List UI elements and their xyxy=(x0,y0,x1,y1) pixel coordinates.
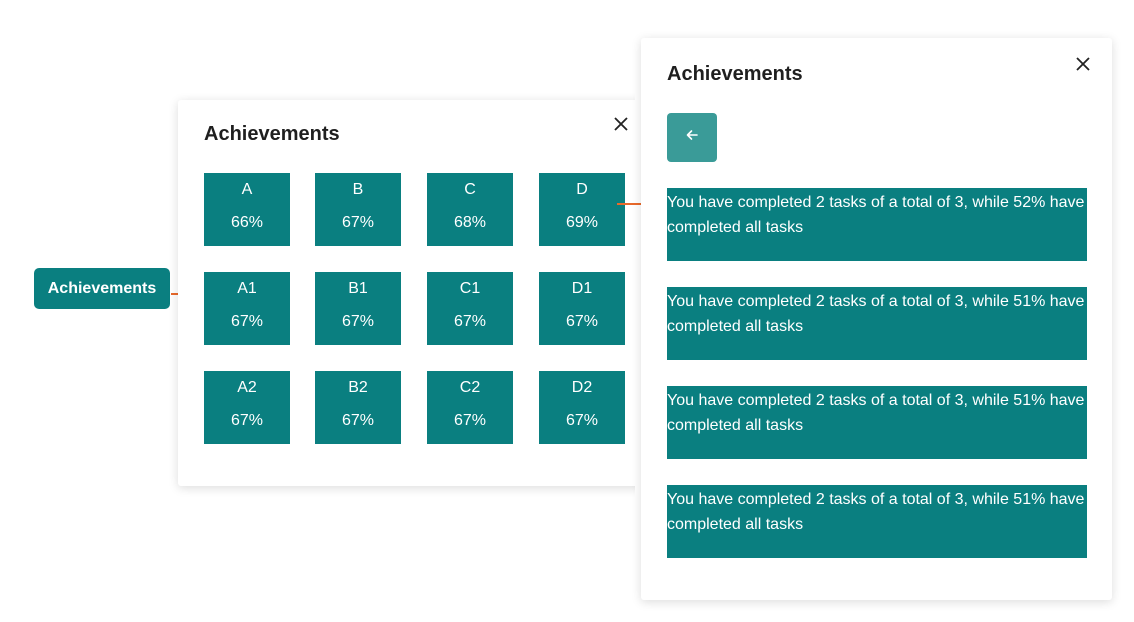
achievement-tile[interactable]: A2 67% xyxy=(204,371,290,444)
tile-name: B1 xyxy=(348,280,368,297)
achievements-launcher-button[interactable]: Achievements xyxy=(34,268,170,309)
achievement-tile[interactable]: B1 67% xyxy=(315,272,401,345)
achievement-tile[interactable]: A1 67% xyxy=(204,272,290,345)
tile-name: A2 xyxy=(237,379,257,396)
achievements-grid-panel: Achievements A 66% B 67% C 68% D 69% A1 … xyxy=(178,100,635,486)
panel-title: Achievements xyxy=(667,63,803,85)
arrow-left-icon xyxy=(684,127,700,148)
achievement-tile[interactable]: C 68% xyxy=(427,173,513,246)
panel-title: Achievements xyxy=(204,123,340,145)
tile-name: D1 xyxy=(571,280,593,297)
achievements-detail-panel: Achievements You have completed 2 tasks … xyxy=(641,38,1112,600)
tile-name: C2 xyxy=(459,379,481,396)
achievement-message: You have completed 2 tasks of a total of… xyxy=(667,386,1087,459)
achievement-message: You have completed 2 tasks of a total of… xyxy=(667,287,1087,360)
tile-percent: 67% xyxy=(341,214,375,231)
tile-name: B2 xyxy=(348,379,368,396)
achievement-message: You have completed 2 tasks of a total of… xyxy=(667,188,1087,261)
achievement-tile[interactable]: C1 67% xyxy=(427,272,513,345)
achievement-tile[interactable]: B2 67% xyxy=(315,371,401,444)
tile-percent: 69% xyxy=(565,214,599,231)
tile-name: B xyxy=(352,181,364,198)
tile-percent: 67% xyxy=(230,313,264,330)
tile-percent: 67% xyxy=(453,412,487,429)
achievement-tile[interactable]: C2 67% xyxy=(427,371,513,444)
tile-name: C xyxy=(464,181,476,198)
tile-name: D2 xyxy=(571,379,593,396)
tile-percent: 67% xyxy=(565,412,599,429)
tile-name: A1 xyxy=(237,280,257,297)
close-icon[interactable] xyxy=(1073,54,1093,74)
tile-percent: 67% xyxy=(565,313,599,330)
back-button[interactable] xyxy=(667,113,717,162)
tile-name: D xyxy=(576,181,588,198)
achievement-message: You have completed 2 tasks of a total of… xyxy=(667,485,1087,558)
close-icon[interactable] xyxy=(611,114,631,134)
tile-percent: 66% xyxy=(230,214,264,231)
tile-percent: 67% xyxy=(341,412,375,429)
tile-name: C1 xyxy=(459,280,481,297)
achievement-tile[interactable]: D 69% xyxy=(539,173,625,246)
achievement-tile[interactable]: B 67% xyxy=(315,173,401,246)
tile-percent: 67% xyxy=(453,313,487,330)
launcher-label: Achievements xyxy=(47,279,157,297)
tile-percent: 67% xyxy=(230,412,264,429)
tile-percent: 68% xyxy=(453,214,487,231)
achievement-tile[interactable]: D2 67% xyxy=(539,371,625,444)
achievement-tile[interactable]: A 66% xyxy=(204,173,290,246)
tile-name: A xyxy=(241,181,253,198)
achievement-tile[interactable]: D1 67% xyxy=(539,272,625,345)
tile-percent: 67% xyxy=(341,313,375,330)
